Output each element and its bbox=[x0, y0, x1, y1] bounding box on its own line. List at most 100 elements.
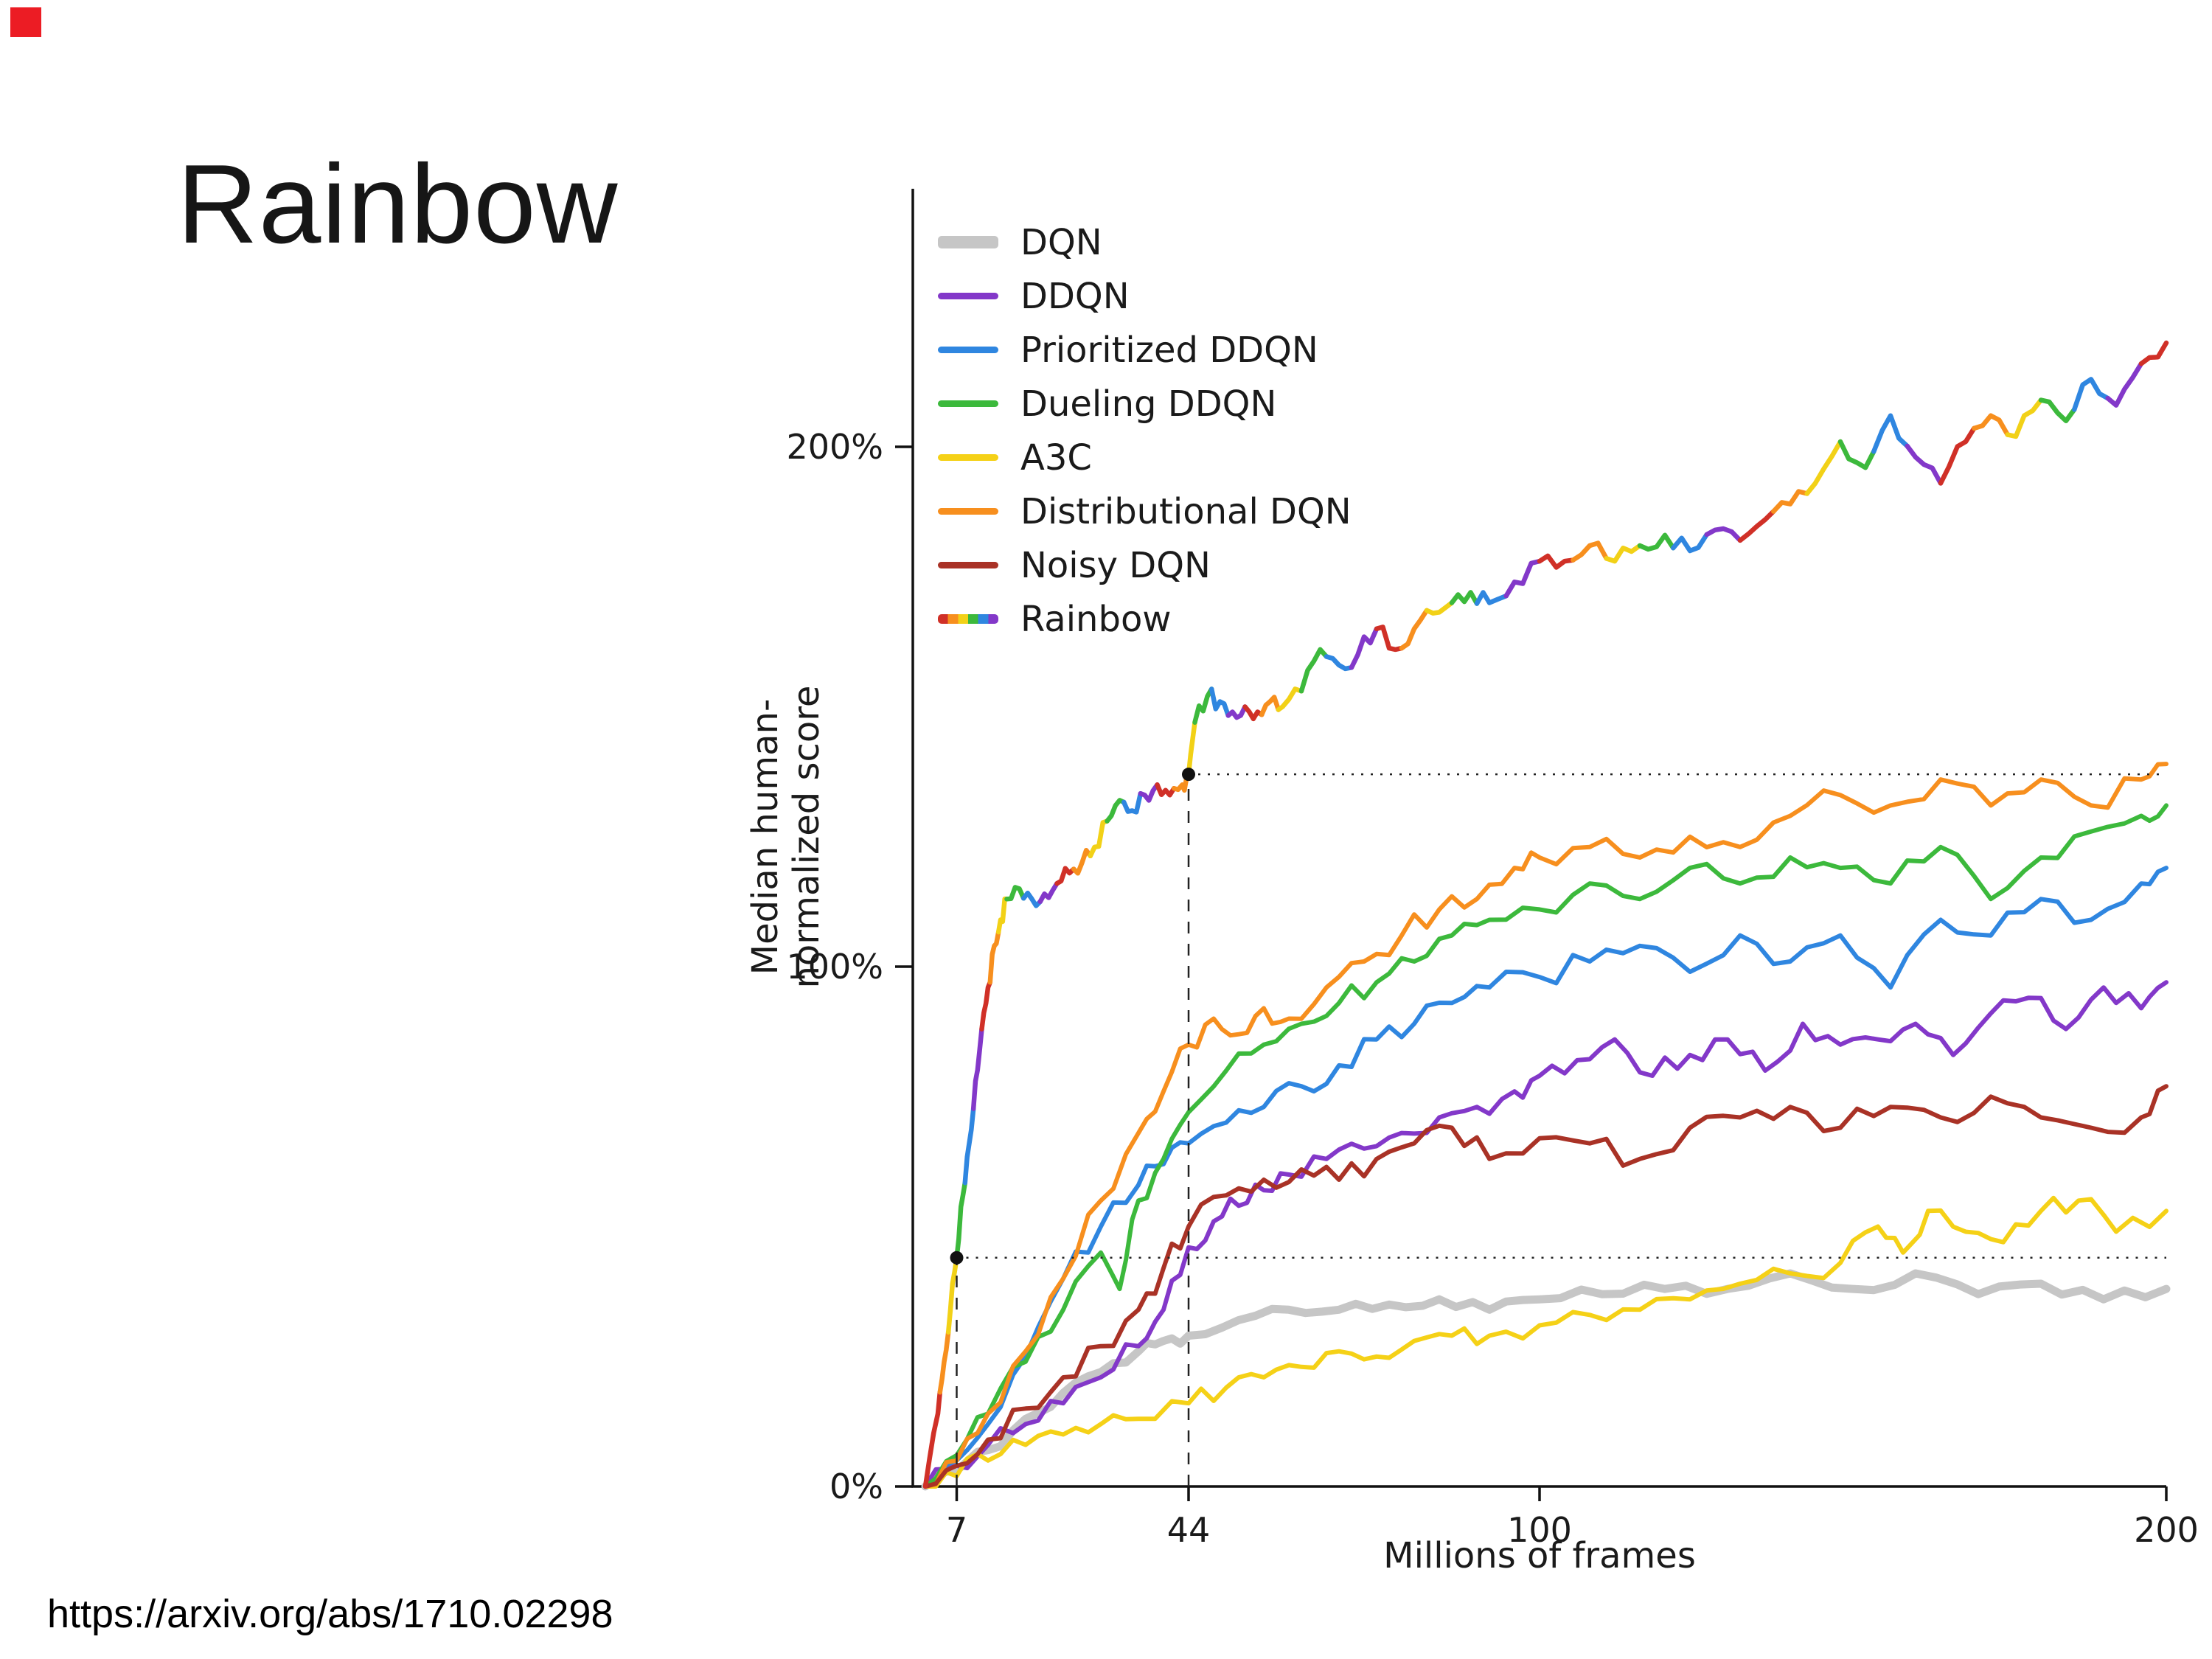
series-line-rainbow-segment bbox=[1276, 686, 1304, 712]
series-line-rainbow-segment bbox=[2038, 397, 2077, 424]
x-tick-label: 44 bbox=[1167, 1510, 1211, 1550]
series-line-noisy-dqn bbox=[923, 1084, 2168, 1489]
series-line-rainbow-segment bbox=[1208, 686, 1231, 718]
series-line-rainbow-segment bbox=[1604, 543, 1643, 564]
legend-swatch-icon bbox=[938, 454, 998, 461]
series-line-rainbow-segment bbox=[1871, 413, 1910, 454]
y-tick-label: 100% bbox=[786, 947, 883, 987]
series-line-dueling-ddqn bbox=[923, 803, 2168, 1489]
series-line-rainbow-segment bbox=[1804, 439, 1843, 496]
series-line-rainbow-segment bbox=[1071, 847, 1093, 876]
series-line-rainbow-segment bbox=[995, 896, 1009, 935]
series-line-rainbow-segment bbox=[2005, 397, 2044, 439]
series-line-rainbow-segment bbox=[970, 1026, 984, 1111]
legend-item-distributional-dqn: Distributional DQN bbox=[938, 484, 1352, 538]
legend-swatch-icon bbox=[938, 293, 998, 299]
series-line-rainbow-segment bbox=[1972, 413, 2010, 437]
y-tick-label: 0% bbox=[830, 1467, 883, 1506]
series-line-rainbow-segment bbox=[1424, 600, 1455, 616]
series-line-rainbow-segment bbox=[1121, 790, 1144, 815]
series-line-ddqn bbox=[923, 980, 2168, 1489]
series-line-rainbow-segment bbox=[1242, 704, 1265, 722]
series-line-rainbow-segment bbox=[962, 1106, 976, 1186]
series-line-rainbow-segment bbox=[1399, 608, 1430, 651]
legend-label: Prioritized DDQN bbox=[1020, 329, 1318, 371]
y-tick-label: 200% bbox=[786, 427, 883, 467]
series-line-a3c bbox=[923, 1195, 2168, 1489]
legend-label: DDQN bbox=[1020, 275, 1130, 317]
legend-item-dueling-ddqn: Dueling DDQN bbox=[938, 377, 1352, 431]
series-line-rainbow-segment bbox=[1171, 776, 1189, 793]
legend-swatch-icon bbox=[938, 508, 998, 515]
page-title: Rainbow bbox=[177, 142, 619, 267]
series-line-rainbow-segment bbox=[2105, 361, 2144, 408]
legend-swatch-icon bbox=[938, 347, 998, 353]
series-line-rainbow-segment bbox=[1449, 590, 1480, 606]
series-line-rainbow-segment bbox=[1088, 818, 1110, 859]
series-line-rainbow-segment bbox=[1020, 890, 1043, 908]
series-line-rainbow-segment bbox=[1225, 704, 1248, 720]
series-line-rainbow-segment bbox=[1837, 439, 1877, 470]
series-line-rainbow-segment bbox=[1637, 532, 1676, 552]
x-tick-label: 7 bbox=[946, 1510, 967, 1550]
legend-item-prioritized-ddqn: Prioritized DDQN bbox=[938, 323, 1352, 377]
legend-swatch-icon bbox=[938, 562, 998, 568]
series-line-rainbow-segment bbox=[1374, 625, 1405, 653]
legend-label: A3C bbox=[1020, 437, 1092, 479]
legend-label: DQN bbox=[1020, 221, 1102, 263]
series-line-rainbow-segment bbox=[1938, 425, 1977, 486]
series-line-rainbow-segment bbox=[945, 1255, 959, 1335]
series-line-rainbow-segment bbox=[1571, 540, 1609, 563]
series-line-rainbow-segment bbox=[2138, 340, 2169, 366]
series-line-rainbow-segment bbox=[979, 979, 993, 1032]
legend-label: Dueling DDQN bbox=[1020, 383, 1277, 425]
series-line-rainbow-segment bbox=[1138, 782, 1160, 803]
series-line-rainbow-segment bbox=[1054, 866, 1077, 886]
legend-item-rainbow: Rainbow bbox=[938, 592, 1352, 646]
x-tick-label: 100 bbox=[1507, 1510, 1572, 1550]
x-axis-label: Millions of frames bbox=[1383, 1535, 1696, 1576]
red-marker bbox=[10, 7, 41, 37]
series-line-rainbow-segment bbox=[1004, 885, 1026, 902]
series-line-rainbow-segment bbox=[1105, 798, 1127, 824]
y-axis-label: Median human-normalized score bbox=[745, 685, 827, 989]
legend-label: Distributional DQN bbox=[1020, 490, 1352, 532]
series-line-rainbow-segment bbox=[1192, 686, 1214, 725]
x-tick-label: 200 bbox=[2134, 1510, 2199, 1550]
series-line-rainbow-segment bbox=[1671, 532, 1709, 554]
legend-swatch-icon bbox=[938, 614, 998, 624]
legend-swatch-icon bbox=[938, 236, 998, 248]
series-line-rainbow-segment bbox=[2072, 377, 2110, 412]
series-line-rainbow-segment bbox=[1771, 489, 1809, 514]
series-line-rainbow-segment bbox=[1537, 553, 1576, 570]
series-line-rainbow-segment bbox=[1037, 880, 1060, 905]
series-line-rainbow-segment bbox=[1298, 647, 1329, 694]
source-url: https://arxiv.org/abs/1710.02298 bbox=[47, 1592, 613, 1636]
legend-item-a3c: A3C bbox=[938, 431, 1352, 484]
series-line-rainbow-segment bbox=[1737, 509, 1776, 543]
annotation-dot bbox=[950, 1251, 964, 1265]
series-line-rainbow-segment bbox=[1905, 443, 1944, 486]
series-line-rainbow-segment bbox=[954, 1180, 968, 1261]
annotation-dot bbox=[1182, 768, 1195, 782]
series-line-dqn bbox=[921, 1269, 2171, 1491]
series-line-rainbow-segment bbox=[1259, 695, 1281, 717]
series-line-prioritized-ddqn bbox=[923, 866, 2168, 1489]
series-line-rainbow-segment bbox=[1349, 626, 1380, 670]
series-line-rainbow-segment bbox=[1324, 654, 1354, 672]
legend-label: Rainbow bbox=[1020, 598, 1172, 640]
series-line-distributional-dqn bbox=[923, 762, 2168, 1489]
legend-item-noisy-dqn: Noisy DQN bbox=[938, 538, 1352, 592]
series-line-rainbow-segment bbox=[937, 1329, 951, 1395]
series-line-rainbow-segment bbox=[1155, 782, 1177, 798]
legend-swatch-icon bbox=[938, 400, 998, 407]
series-line-rainbow-segment bbox=[1503, 558, 1543, 599]
legend-item-dqn: DQN bbox=[938, 215, 1352, 269]
series-line-rainbow-segment bbox=[1474, 590, 1509, 606]
series-line-rainbow-segment bbox=[987, 929, 1001, 985]
chart-legend: DQN DDQN Prioritized DDQN Dueling DDQN A3C Di… bbox=[938, 215, 1352, 646]
legend-label: Noisy DQN bbox=[1020, 544, 1211, 586]
series-line-rainbow-segment bbox=[922, 1389, 943, 1489]
